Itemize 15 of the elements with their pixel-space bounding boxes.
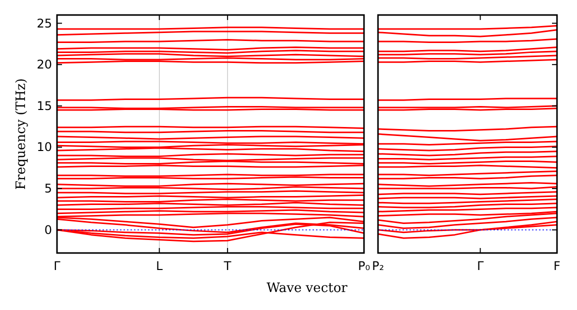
x-tick-label: Γ bbox=[476, 259, 484, 273]
x-tick-label: P₂ bbox=[372, 259, 384, 273]
y-tick-label: 10 bbox=[36, 140, 52, 154]
y-tick-label: 0 bbox=[44, 222, 52, 237]
y-tick-label: 5 bbox=[44, 182, 52, 196]
y-tick-label: 15 bbox=[36, 98, 52, 113]
x-tick-label: F bbox=[554, 259, 561, 273]
x-tick-label: T bbox=[222, 259, 232, 273]
y-tick-label: 20 bbox=[36, 58, 52, 72]
x-axis-title: Wave vector bbox=[266, 281, 348, 296]
x-tick-label: P₀ bbox=[358, 259, 370, 273]
y-tick-label: 25 bbox=[36, 16, 52, 30]
x-tick-label: Γ bbox=[54, 259, 61, 273]
y-axis-title: Frequency (THz) bbox=[14, 78, 29, 190]
x-tick-label: L bbox=[156, 259, 163, 273]
